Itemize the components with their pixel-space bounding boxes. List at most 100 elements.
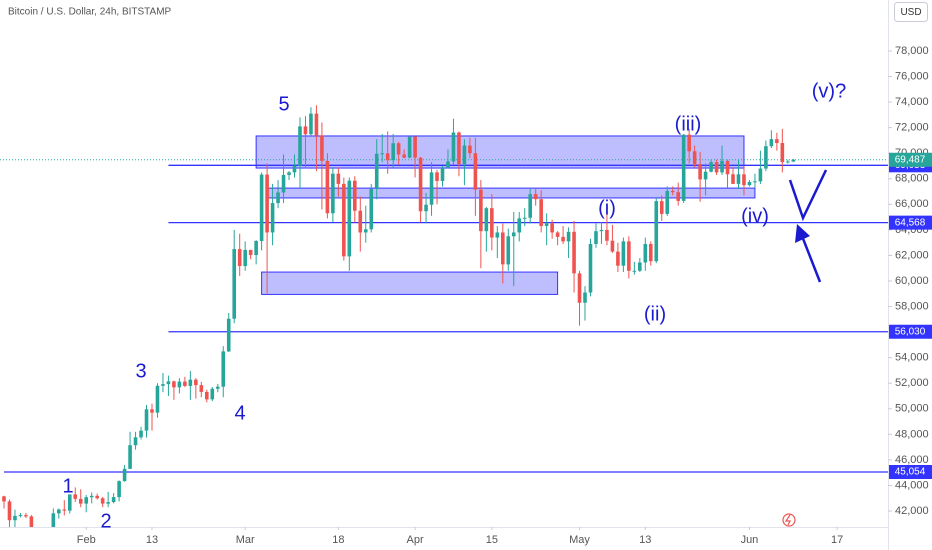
candle-body bbox=[188, 379, 193, 386]
candle-body bbox=[522, 217, 527, 219]
candle-body bbox=[226, 318, 231, 352]
candle-body bbox=[692, 151, 697, 165]
x-tick-label: Feb bbox=[77, 534, 96, 546]
y-tick-label: 78,000 bbox=[895, 45, 929, 57]
x-tick-label: Jun bbox=[741, 534, 759, 546]
chart-title: Bitcoin / U.S. Dollar, 24h, BITSTAMP bbox=[8, 7, 172, 18]
wave-label: 4 bbox=[234, 402, 245, 424]
candle-body bbox=[698, 164, 702, 180]
candle-body bbox=[292, 165, 297, 173]
candle-body bbox=[648, 243, 653, 262]
wave-label: 1 bbox=[62, 475, 73, 497]
candle-body bbox=[577, 273, 582, 303]
level-label-box bbox=[889, 215, 932, 230]
candle-body bbox=[500, 232, 505, 265]
candle-body bbox=[314, 113, 319, 136]
wave-label: (i) bbox=[598, 197, 616, 219]
candle-body bbox=[627, 241, 631, 271]
candle-body bbox=[391, 143, 395, 161]
candle-body bbox=[517, 218, 522, 233]
candle-body bbox=[287, 172, 291, 175]
candle-body bbox=[528, 194, 532, 218]
candle-body bbox=[791, 159, 796, 162]
x-tick-label: 17 bbox=[831, 534, 843, 546]
candle-body bbox=[687, 134, 691, 152]
arrow-shaft bbox=[800, 235, 822, 283]
candle-body bbox=[511, 232, 516, 237]
candle-body bbox=[506, 236, 511, 265]
y-tick-label: 54,000 bbox=[895, 352, 929, 364]
candle-body bbox=[194, 379, 198, 386]
candle-body bbox=[100, 498, 105, 504]
candle-body bbox=[424, 204, 428, 212]
projection-v bbox=[788, 169, 828, 222]
level-label: 45,054 bbox=[895, 467, 926, 478]
wave-label: (ii) bbox=[644, 303, 666, 325]
last-price-label: 69,487 bbox=[895, 154, 926, 165]
candle-body bbox=[78, 498, 83, 504]
candle-body bbox=[309, 113, 313, 135]
candle-body bbox=[89, 495, 94, 498]
candle-body bbox=[659, 201, 664, 214]
candle-body bbox=[731, 174, 735, 184]
candle-body bbox=[780, 142, 785, 163]
candle-body bbox=[374, 153, 379, 189]
candle-body bbox=[753, 181, 757, 183]
candle-body bbox=[353, 180, 357, 211]
arrow-head bbox=[795, 224, 810, 243]
candle-body bbox=[561, 236, 565, 242]
currency-label[interactable]: USD bbox=[900, 7, 921, 18]
wave-label: (v)? bbox=[812, 80, 846, 102]
candle-body bbox=[177, 381, 182, 388]
candle-body bbox=[550, 223, 554, 233]
candle-body bbox=[128, 445, 132, 469]
candle-body bbox=[665, 190, 670, 214]
wave-label: 5 bbox=[278, 93, 289, 115]
candle-body bbox=[670, 190, 675, 193]
candle-body bbox=[106, 502, 110, 504]
candle-body bbox=[599, 229, 604, 232]
candle-body bbox=[347, 180, 352, 257]
y-tick-label: 50,000 bbox=[895, 403, 929, 415]
candle-body bbox=[643, 243, 648, 263]
candle-body bbox=[139, 430, 143, 438]
candle-body bbox=[166, 381, 171, 385]
candle-body bbox=[265, 174, 269, 233]
candle-body bbox=[451, 132, 456, 162]
y-tick-label: 48,000 bbox=[895, 428, 929, 440]
candle-body bbox=[13, 515, 17, 521]
candle-body bbox=[484, 208, 489, 232]
candle-body bbox=[342, 183, 346, 257]
candle-body bbox=[720, 160, 724, 173]
candle-body bbox=[610, 240, 615, 252]
candle-body bbox=[254, 241, 258, 256]
candle-body bbox=[435, 172, 439, 181]
candle-body bbox=[155, 385, 160, 413]
candle-body bbox=[413, 136, 417, 158]
x-tick-label: Apr bbox=[407, 534, 424, 546]
candle-body bbox=[95, 495, 99, 499]
candle-body bbox=[490, 208, 494, 238]
wave-label: 2 bbox=[100, 510, 111, 532]
candle-body bbox=[632, 270, 637, 272]
x-tick-label: 15 bbox=[486, 534, 498, 546]
currency-button[interactable] bbox=[894, 2, 928, 22]
candle-body bbox=[407, 136, 412, 158]
event-icon[interactable] bbox=[782, 513, 796, 527]
y-tick-label: 58,000 bbox=[895, 300, 929, 312]
candle-body bbox=[199, 385, 204, 392]
wave-label: (iv) bbox=[741, 205, 769, 227]
candle-body bbox=[769, 139, 774, 147]
candle-body bbox=[747, 181, 752, 186]
candle-body bbox=[566, 231, 571, 242]
candle-body bbox=[462, 145, 467, 165]
candle-body bbox=[402, 154, 406, 158]
y-tick-label: 52,000 bbox=[895, 377, 929, 389]
candle-body bbox=[714, 162, 719, 173]
candle-body bbox=[2, 496, 6, 502]
y-tick-label: 66,000 bbox=[895, 198, 929, 210]
candle-body bbox=[243, 249, 247, 267]
candle-body bbox=[325, 160, 330, 214]
candle-body bbox=[385, 153, 390, 161]
